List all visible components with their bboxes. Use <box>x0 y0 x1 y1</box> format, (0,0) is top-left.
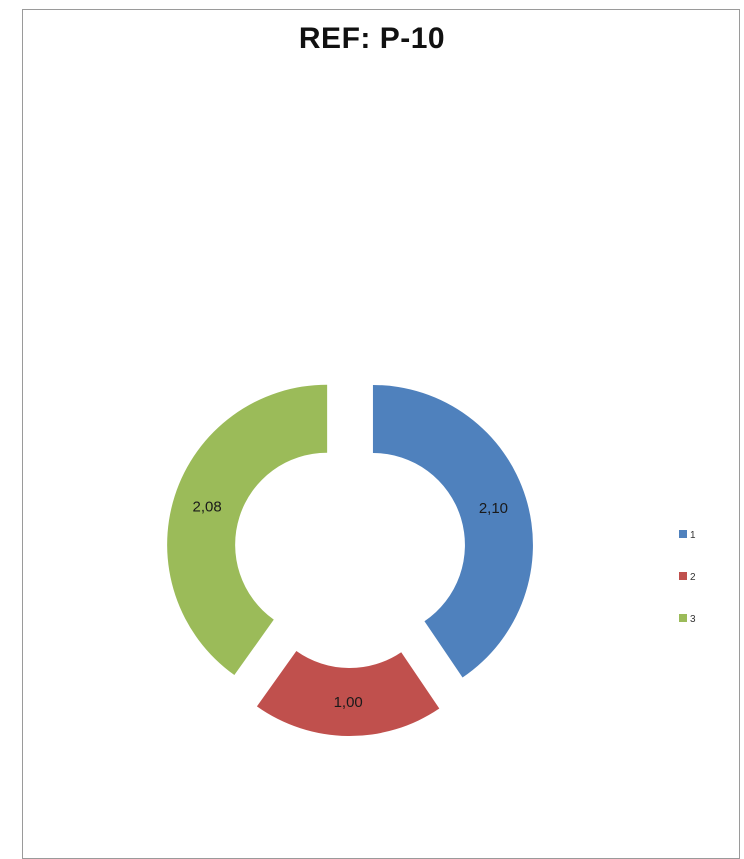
slice-value-label-3: 2,08 <box>193 498 222 515</box>
chart-legend: 1 2 3 <box>679 530 696 625</box>
donut-slice-1 <box>372 384 533 678</box>
slice-value-label-2: 1,00 <box>334 694 363 711</box>
slice-value-label-1: 2,10 <box>479 500 508 517</box>
slice-labels: 2,10 1,00 2,08 <box>193 498 509 711</box>
chart-title: REF: P-10 <box>298 22 446 55</box>
legend-label-3: 3 <box>690 614 696 625</box>
legend-swatch-2 <box>679 572 687 580</box>
legend-label-1: 1 <box>690 530 696 541</box>
legend-label-2: 2 <box>690 572 696 583</box>
legend-swatch-1 <box>679 530 687 538</box>
donut-slice-2 <box>256 650 440 736</box>
legend-swatch-3 <box>679 614 687 622</box>
donut-slices <box>167 384 533 736</box>
donut-slice-3 <box>167 384 328 676</box>
